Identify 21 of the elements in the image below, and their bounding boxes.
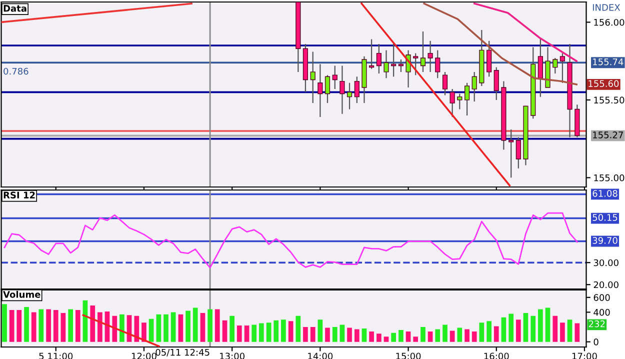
text: INDEX xyxy=(592,4,620,11)
y-tick-label: 0 xyxy=(594,338,598,346)
y-tick-label: 600 xyxy=(594,294,610,301)
ref-line-label: 61.08 xyxy=(592,190,618,197)
chart-title: Data xyxy=(4,5,26,12)
annotation: 232 xyxy=(588,320,605,328)
ref-line-label: 39.70 xyxy=(592,237,618,244)
y-tick-label: 156.00 xyxy=(594,18,624,26)
y-tick-label: 155.00 xyxy=(594,174,624,182)
annotation: 0.786 xyxy=(4,68,28,75)
chart-title: Volume xyxy=(3,290,40,298)
ref-line-label: 155.27 xyxy=(593,131,623,138)
y-tick-label: 30.00 xyxy=(594,259,618,266)
y-tick-label: 155.50 xyxy=(594,96,624,104)
ref-line-label: 50.15 xyxy=(592,214,618,221)
y-tick-label: 400 xyxy=(594,308,610,316)
chart-title: RSI 12 xyxy=(4,192,35,198)
text: 05/11 12:45 xyxy=(156,348,210,356)
annotation: 155.60 xyxy=(588,80,619,88)
y-tick-label: 20.00 xyxy=(594,281,618,288)
ref-line-label: 155.74 xyxy=(593,58,624,66)
